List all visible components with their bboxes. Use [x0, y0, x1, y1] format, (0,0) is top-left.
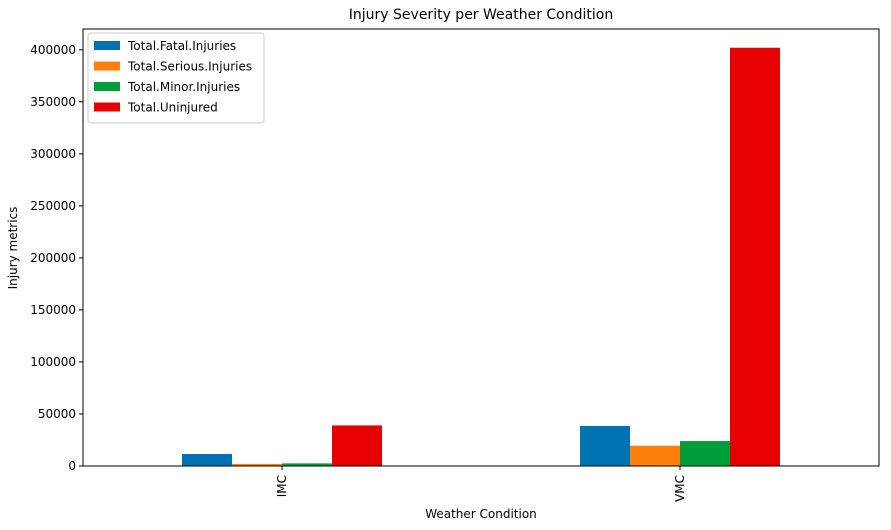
- legend-swatch: [94, 41, 120, 50]
- x-tick-label-vmc: VMC: [673, 475, 687, 502]
- x-axis-label: Weather Condition: [425, 507, 537, 521]
- bar-imc-3: [282, 463, 332, 466]
- y-tick-label: 200000: [30, 251, 76, 265]
- y-tick-label: 350000: [30, 95, 76, 109]
- x-tick-label-imc: IMC: [275, 475, 289, 497]
- legend-swatch: [94, 82, 120, 91]
- y-tick-label: 0: [68, 459, 76, 473]
- bar-vmc-1: [580, 425, 630, 466]
- bar-imc-2: [232, 463, 282, 466]
- legend-label: Total.Minor.Injuries: [127, 80, 240, 94]
- bar-vmc-2: [630, 445, 680, 466]
- y-tick-label: 100000: [30, 355, 76, 369]
- legend-label: Total.Serious.Injuries: [127, 60, 252, 74]
- legend-box: [87, 32, 265, 124]
- bar-imc-1: [182, 454, 232, 466]
- bar-imc-4: [332, 425, 382, 466]
- bar-vmc-3: [680, 441, 730, 466]
- y-tick-label: 250000: [30, 199, 76, 213]
- y-tick-label: 50000: [38, 407, 76, 421]
- legend-swatch: [94, 102, 120, 112]
- legend-label: Total.Uninjured: [127, 101, 218, 115]
- bar-vmc-4: [730, 47, 780, 466]
- plot-area: 0 50000 100000 150000 200000 250000 300000 3500…: [30, 28, 880, 502]
- legend-label: Total.Fatal.Injuries: [127, 39, 236, 53]
- y-tick-label: 150000: [30, 303, 76, 317]
- y-tick-label: 300000: [30, 147, 76, 161]
- y-tick-label: 400000: [30, 43, 76, 57]
- axes-frame: [82, 28, 880, 467]
- chart-title: Injury Severity per Weather Condition: [349, 7, 613, 23]
- legend: Total.Fatal.Injuries Total.Serious.Injuri…: [87, 32, 265, 124]
- legend-swatch: [94, 61, 120, 71]
- y-axis-label: Injury metrics: [6, 207, 20, 290]
